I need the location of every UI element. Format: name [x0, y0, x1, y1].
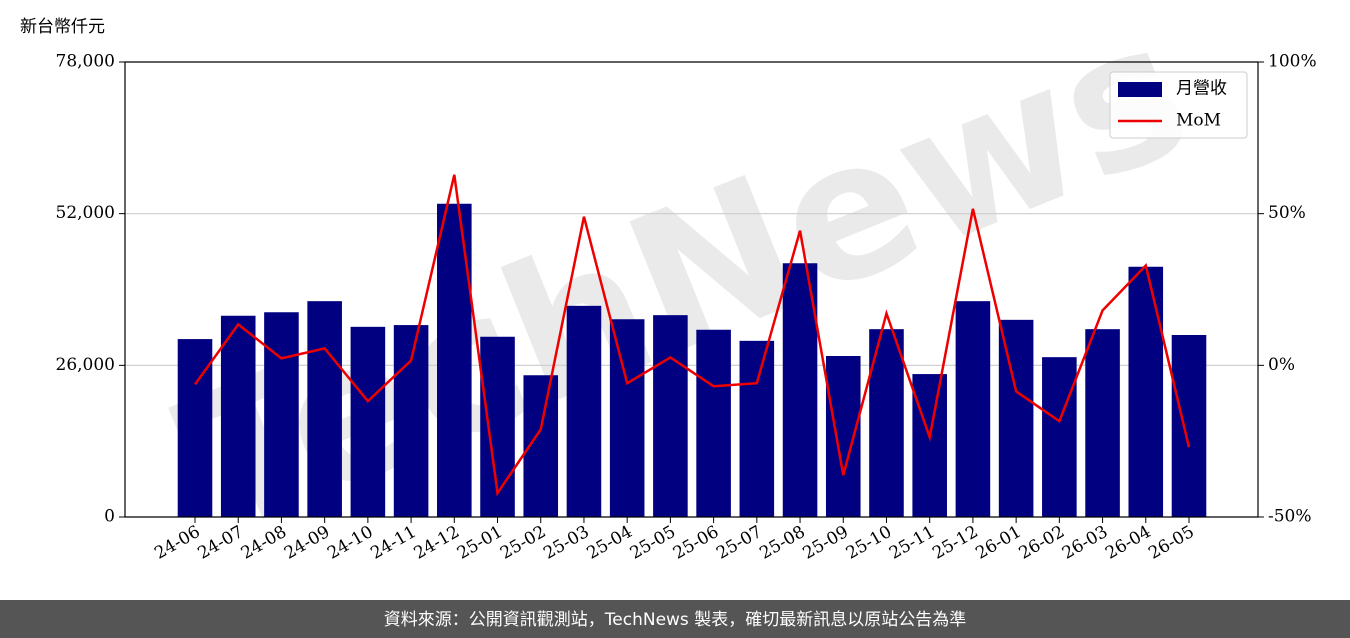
bar: [1171, 335, 1207, 517]
x-tick-label: 26-03: [1059, 522, 1111, 564]
x-tick-label: 25-03: [540, 522, 592, 564]
x-tick-label: 26-05: [1145, 522, 1197, 564]
bar: [264, 312, 299, 517]
y-tick-label: 52,000: [56, 203, 115, 223]
bar: [1085, 329, 1120, 517]
y-tick-label: 0: [104, 507, 115, 527]
bar: [696, 329, 731, 517]
x-tick-label: 25-06: [670, 522, 722, 564]
bar: [437, 203, 472, 517]
y-tick-label: 26,000: [56, 355, 115, 375]
bar: [350, 326, 386, 517]
y-tick-label: 78,000: [56, 52, 115, 72]
footer-bar: [0, 600, 1350, 638]
bar: [393, 325, 429, 517]
x-tick-label: 24-06: [151, 522, 203, 564]
bar: [307, 301, 342, 517]
x-tick-label: 24-11: [367, 522, 419, 564]
bar: [782, 263, 818, 517]
x-tick-label: 25-07: [713, 522, 765, 564]
y2-tick-label: 0%: [1268, 355, 1295, 375]
x-tick-label: 26-04: [1102, 522, 1154, 564]
x-tick-label: 25-04: [583, 522, 635, 564]
x-tick-label: 25-10: [843, 522, 895, 564]
x-tick-label: 25-12: [929, 522, 981, 564]
bar: [739, 340, 775, 517]
bar: [609, 319, 645, 517]
bar: [912, 374, 947, 517]
x-tick-label: 25-09: [800, 522, 852, 564]
x-tick-label: 26-01: [972, 522, 1024, 564]
x-tick-label: 26-02: [1016, 522, 1068, 564]
x-tick-label: 25-01: [454, 522, 506, 564]
line: [193, 174, 1191, 497]
x-tick-label: 25-05: [627, 522, 679, 564]
y-axis-label: 新台幣仟元: [20, 17, 105, 37]
bar: [955, 301, 991, 517]
x-tick-label: 25-11: [886, 522, 938, 564]
legend-swatch: [1118, 82, 1162, 97]
footer-text: 資料來源：公開資訊觀測站，TechNews 製表，確切最新訊息以原站公告為準: [384, 610, 966, 630]
y2-tick-label: 100%: [1268, 52, 1317, 72]
x-tick-label: 24-12: [411, 522, 463, 564]
x-tick-label: 25-02: [497, 522, 549, 564]
bar: [220, 315, 256, 517]
y2-tick-label: 50%: [1268, 203, 1306, 223]
bar: [1042, 357, 1077, 517]
bar: [998, 319, 1034, 517]
bar: [825, 356, 861, 517]
bar: [653, 315, 688, 517]
legend-label: MoM: [1176, 111, 1221, 131]
x-tick-label: 25-08: [756, 522, 808, 564]
plot-frame: [124, 61, 1259, 518]
y2-tick-label: -50%: [1268, 507, 1312, 527]
bar: [566, 305, 602, 517]
legend-label: 月營收: [1176, 79, 1227, 99]
bar: [1128, 266, 1164, 517]
